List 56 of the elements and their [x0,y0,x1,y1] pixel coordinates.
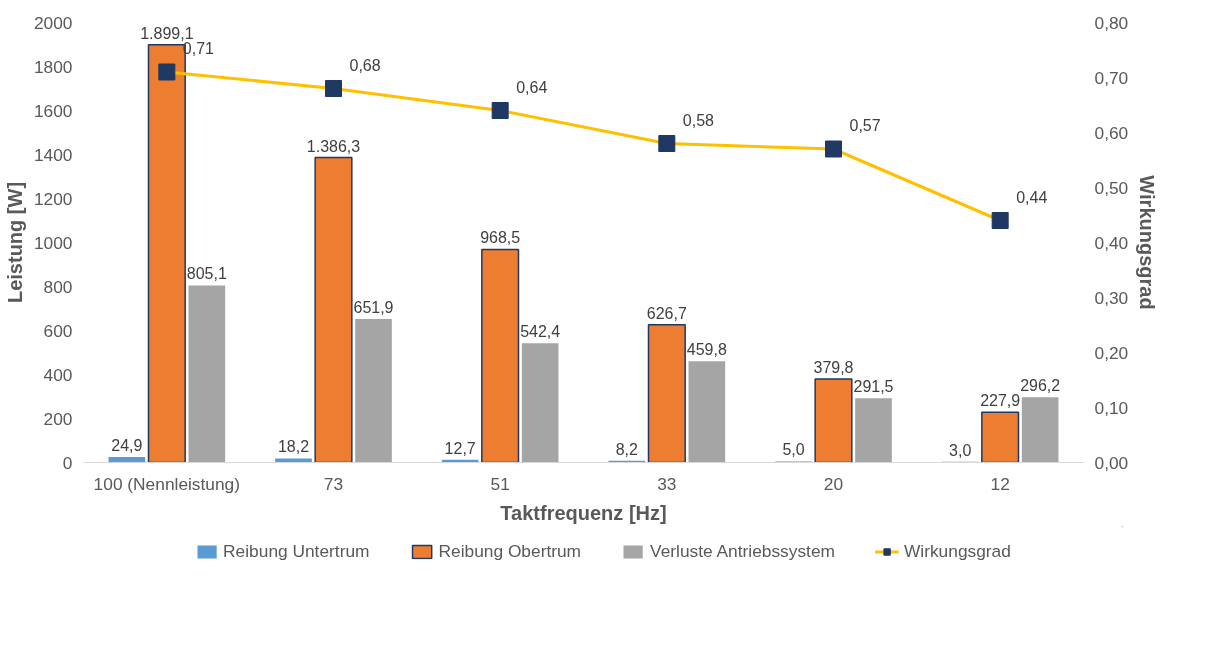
legend-label: Verluste Antriebssystem [650,540,835,562]
data-label: 8,2 [615,440,639,458]
y2-tick-label: 0,40 [1094,232,1129,253]
data-label: 805,1 [186,265,227,283]
y2-tick-label: 0,60 [1094,122,1129,143]
data-label: 542,4 [520,323,561,341]
x-tick-label: 20 [823,473,844,494]
legend-label: Reibung Untertrum [223,540,370,562]
y-tick-label: 400 [43,364,73,385]
data-label: 227,9 [980,392,1021,410]
data-label: 1.386,3 [306,137,361,155]
data-label: 459,8 [686,341,727,359]
y2-tick-label: 0,00 [1094,452,1129,473]
data-label: 0,58 [682,111,715,129]
x-tick-label: 100 (Nennleistung) [93,473,241,494]
y-tick-label: 2000 [33,12,73,33]
y-tick-label: 1000 [33,232,73,253]
data-label: 296,2 [1020,377,1061,395]
data-label: 1.899,1 [140,24,194,42]
legend-label: Reibung Obertrum [438,540,582,562]
data-label: 5,0 [782,441,805,459]
y-tick-label: 1200 [33,188,73,209]
data-label: 968,5 [480,229,521,247]
data-label: 0,68 [349,56,381,74]
data-label: 3,0 [949,441,972,459]
legend-label: Wirkungsgrad [903,540,1011,562]
y-axis-title: Leistung [W] [3,181,26,304]
data-label: 379,8 [813,358,854,376]
y-tick-label: 800 [43,276,73,297]
y2-tick-label: 0,50 [1094,177,1129,198]
y-tick-label: 0 [62,452,73,473]
data-label: 0,64 [516,78,548,96]
x-tick-label: 33 [657,473,677,494]
data-label: 18,2 [277,438,310,456]
y2-tick-label: 0,10 [1094,397,1129,418]
y2-tick-label: 0,20 [1094,342,1129,363]
y-tick-label: 1800 [33,56,73,77]
data-label: 291,5 [853,378,894,396]
data-label: 12,7 [444,439,476,457]
y-tick-label: 1600 [33,100,73,121]
y2-tick-label: 0,70 [1094,67,1129,88]
y-tick-label: 1400 [33,144,73,165]
y2-axis-title: Wirkungsgrad [1136,175,1159,310]
x-tick-label: 73 [323,473,344,494]
y-tick-label: 200 [43,408,73,429]
data-label: 24,9 [111,437,143,455]
data-label: 0,57 [849,117,881,134]
data-label: 0,44 [1016,188,1048,206]
y-tick-label: 600 [43,320,73,341]
y2-tick-label: 0,80 [1094,12,1129,33]
x-tick-label: 12 [990,473,1010,494]
x-axis-title: Taktfrequenz [Hz] [500,501,667,524]
data-label: 651,9 [353,299,394,317]
data-label: 626,7 [646,304,687,322]
x-tick-label: 51 [490,473,510,494]
y2-tick-label: 0,30 [1094,287,1129,308]
